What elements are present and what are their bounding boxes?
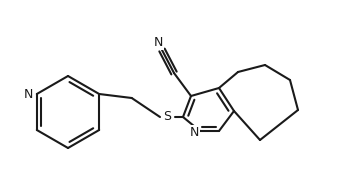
Text: N: N xyxy=(153,35,163,49)
Text: N: N xyxy=(24,88,34,101)
Text: S: S xyxy=(163,110,171,124)
Text: N: N xyxy=(189,126,199,140)
